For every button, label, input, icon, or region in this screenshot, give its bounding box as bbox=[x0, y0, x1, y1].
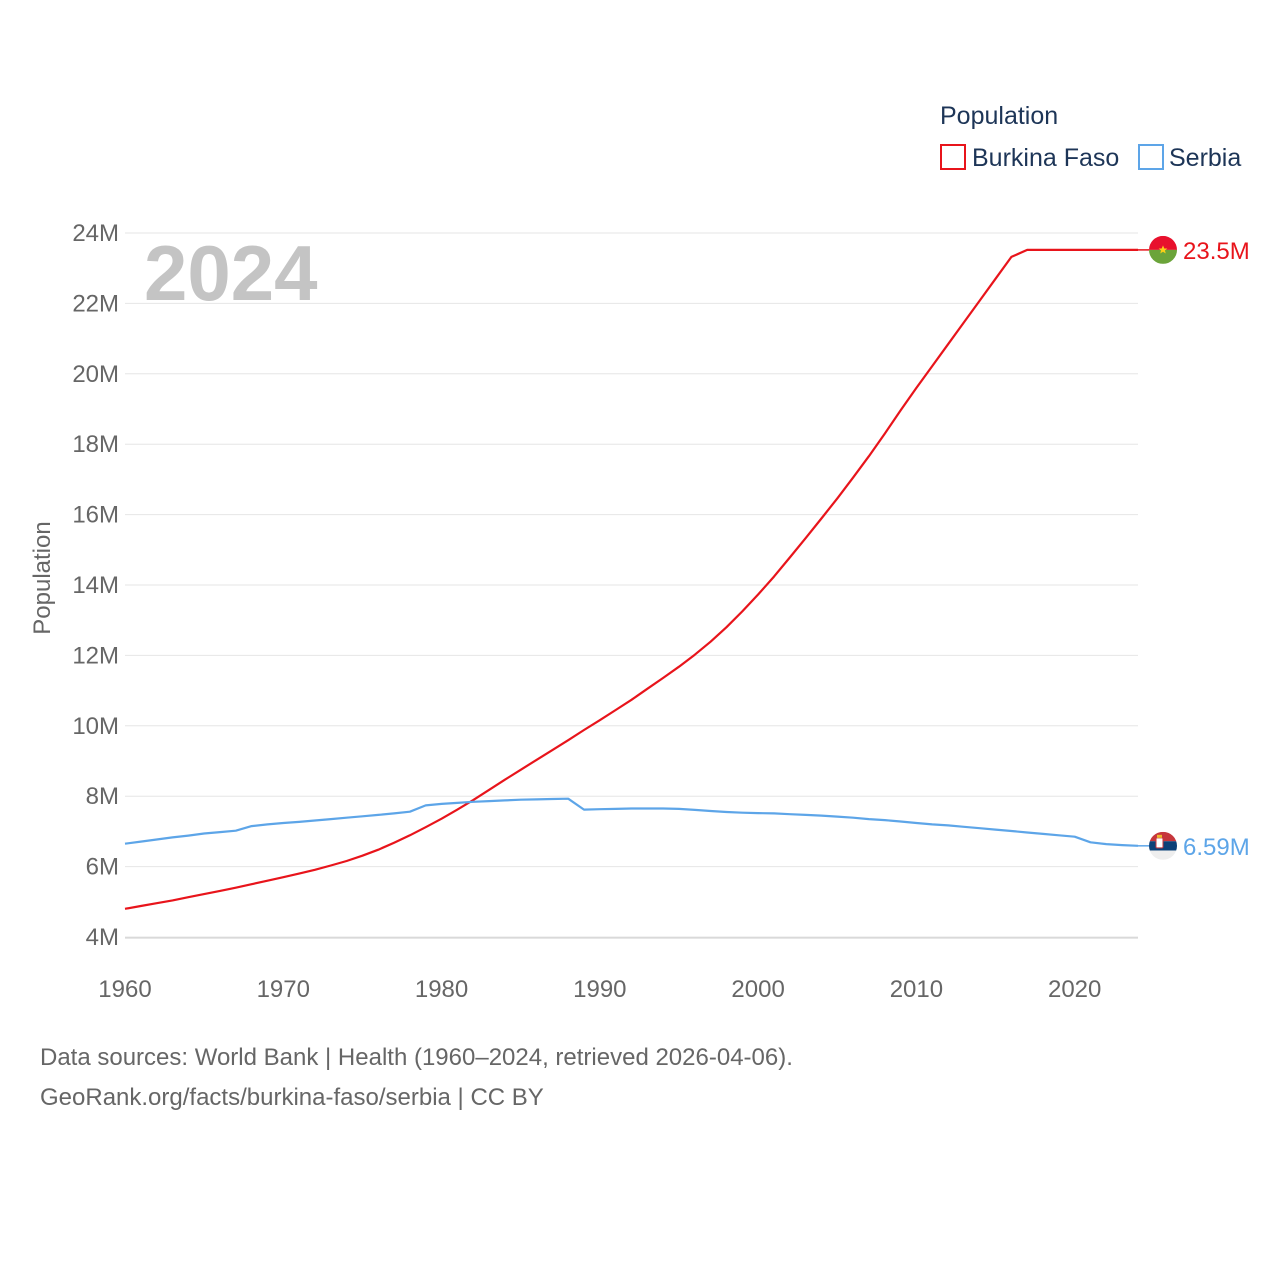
x-tick-label: 1980 bbox=[415, 976, 468, 1003]
y-tick-label: 18M bbox=[72, 431, 119, 458]
footer-attribution-link[interactable]: GeoRank.org/facts/burkina-faso/serbia | … bbox=[40, 1084, 544, 1111]
legend-swatch-burkina-faso bbox=[940, 144, 966, 170]
series-line-serbia[interactable] bbox=[124, 797, 1139, 847]
x-tick-label: 2000 bbox=[731, 976, 784, 1003]
y-tick-label: 10M bbox=[72, 713, 119, 740]
x-tick-label: 1960 bbox=[98, 976, 151, 1003]
legend-title: Population bbox=[940, 102, 1058, 130]
y-tick-label: 6M bbox=[86, 854, 119, 881]
y-tick-label: 20M bbox=[72, 361, 119, 388]
y-tick-label: 12M bbox=[72, 642, 119, 669]
x-tick-label: 2010 bbox=[890, 976, 943, 1003]
y-axis-ticks: 4M 6M 8M 10M 12M 14M 16M 18M 20M 22M 24M bbox=[72, 220, 119, 951]
legend: Population Burkina Faso Serbia bbox=[940, 102, 1241, 172]
end-value-label: 6.59M bbox=[1183, 834, 1250, 861]
legend-item-burkina-faso[interactable]: Burkina Faso bbox=[940, 144, 1119, 172]
series-lines bbox=[124, 248, 1139, 910]
y-tick-label: 8M bbox=[86, 783, 119, 810]
legend-item-serbia[interactable]: Serbia bbox=[1138, 144, 1241, 172]
burkina-faso-flag-icon bbox=[1149, 235, 1177, 264]
series-end-markers: 23.5M 6.59M bbox=[1138, 235, 1250, 861]
legend-swatch-serbia bbox=[1138, 144, 1164, 170]
serbia-flag-icon bbox=[1149, 831, 1177, 860]
x-tick-label: 2020 bbox=[1048, 976, 1101, 1003]
y-tick-label: 22M bbox=[72, 290, 119, 317]
series-line-burkina-faso[interactable] bbox=[124, 248, 1138, 910]
year-stamp: 2024 bbox=[144, 229, 318, 317]
y-tick-label: 14M bbox=[72, 572, 119, 599]
legend-label-burkina-faso: Burkina Faso bbox=[972, 144, 1119, 172]
legend-label-serbia: Serbia bbox=[1169, 144, 1241, 172]
y-tick-label: 4M bbox=[86, 924, 119, 951]
end-value-label: 23.5M bbox=[1183, 238, 1250, 265]
grid-lines bbox=[125, 232, 1138, 939]
x-axis-ticks: 1960 1970 1980 1990 2000 2010 2020 bbox=[98, 976, 1101, 1003]
y-axis-title: Population bbox=[29, 521, 56, 634]
y-tick-label: 24M bbox=[72, 220, 119, 247]
footer-data-sources: Data sources: World Bank | Health (1960–… bbox=[40, 1044, 793, 1071]
x-tick-label: 1970 bbox=[257, 976, 310, 1003]
x-tick-label: 1990 bbox=[573, 976, 626, 1003]
y-tick-label: 16M bbox=[72, 502, 119, 529]
